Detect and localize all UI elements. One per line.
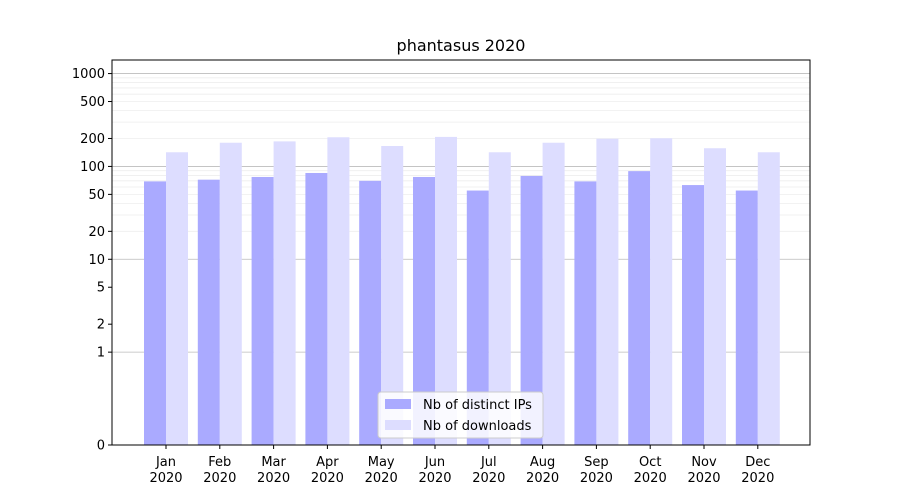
bar-downloads	[596, 138, 619, 445]
chart-title: phantasus 2020	[397, 36, 526, 55]
bar-downloads	[327, 137, 350, 445]
bar-distinct-ips	[520, 175, 543, 445]
y-tick-label: 10	[88, 253, 105, 268]
bars	[144, 136, 780, 446]
legend-frame	[377, 391, 544, 439]
x-axis: Jan 2020 Feb 2020 Mar 2020 Apr 2020 May 2020 Jun 20…	[149, 445, 774, 486]
bar-downloads	[650, 138, 673, 445]
y-tick-label: 200	[80, 132, 105, 147]
bar-distinct-ips	[197, 179, 220, 445]
bar-distinct-ips	[466, 190, 489, 445]
y-tick-label: 2	[97, 318, 105, 333]
x-tick-label: Feb 2020	[203, 455, 236, 486]
x-tick-label: Oct 2020	[634, 455, 667, 486]
x-tick-label: Apr 2020	[311, 455, 344, 486]
x-tick-label: Jan 2020	[149, 455, 182, 486]
x-tick-label: Jun 2020	[418, 455, 451, 486]
y-tick-label: 50	[88, 188, 105, 203]
bar-downloads	[219, 142, 242, 445]
y-tick-label: 100	[80, 160, 105, 175]
y-axis: 0 1 2 5 10 20 50 100 200 500 1000	[72, 67, 112, 454]
y-tick-label: 1000	[72, 67, 105, 82]
bar-distinct-ips	[413, 176, 435, 446]
y-tick-label: 500	[80, 95, 105, 110]
legend-swatch-distinct-ips	[385, 399, 411, 409]
x-tick-label: Nov 2020	[687, 455, 720, 486]
bar-downloads	[381, 145, 404, 445]
bar-distinct-ips	[251, 176, 274, 446]
x-tick-label: Aug 2020	[526, 455, 559, 486]
bar-downloads	[273, 141, 296, 445]
bar-distinct-ips	[305, 172, 328, 445]
legend-label-downloads: Nb of downloads	[423, 419, 532, 434]
legend-label-distinct-ips: Nb of distinct IPs	[423, 398, 532, 413]
plot-frame	[111, 59, 811, 446]
bar-downloads	[435, 136, 457, 445]
bar-distinct-ips	[628, 171, 651, 445]
bar-distinct-ips	[144, 181, 166, 446]
y-tick-label: 20	[88, 225, 105, 240]
bar-downloads	[488, 152, 511, 445]
y-tick-label: 5	[97, 281, 105, 296]
bar-downloads	[166, 152, 188, 445]
bar-downloads	[542, 142, 565, 445]
bar-downloads	[757, 152, 780, 445]
y-tick-label: 0	[97, 439, 105, 454]
legend: Nb of distinct IPs Nb of downloads	[377, 391, 544, 439]
x-tick-label: Mar 2020	[257, 455, 290, 486]
x-tick-label: Dec 2020	[741, 455, 774, 486]
bar-distinct-ips	[682, 185, 704, 445]
bar-downloads	[704, 148, 726, 446]
bar-distinct-ips	[735, 190, 758, 445]
x-tick-label: Sep 2020	[580, 455, 613, 486]
y-tick-label: 1	[97, 346, 105, 361]
bar-distinct-ips	[359, 180, 382, 446]
bar-distinct-ips	[574, 181, 597, 446]
x-tick-label: May 2020	[365, 455, 398, 486]
x-tick-label: Jul 2020	[472, 455, 505, 486]
legend-swatch-downloads	[385, 420, 411, 430]
